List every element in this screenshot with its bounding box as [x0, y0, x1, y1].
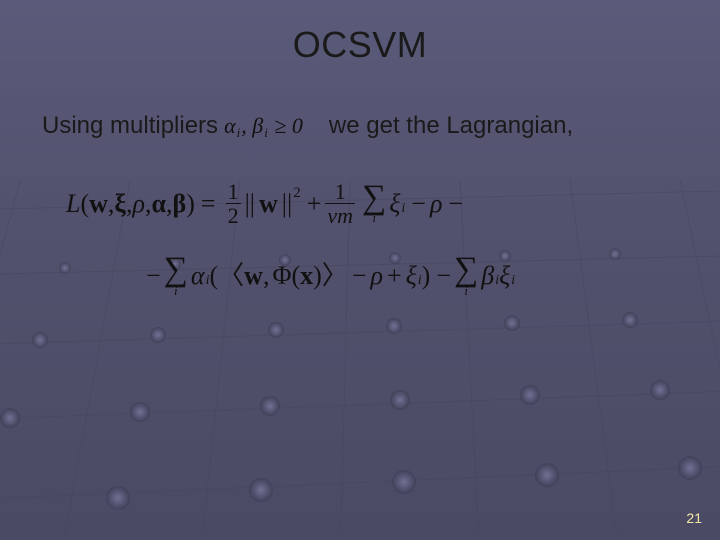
alpha-2: α: [191, 263, 205, 289]
lagrangian-equation: L ( w , ξ , ρ , α , β ) = 1 2 || w || 2: [66, 180, 666, 297]
norm-open: ||: [245, 191, 255, 217]
multipliers-expression: αi, βi ≥ 0: [224, 113, 303, 139]
Phi: Φ: [272, 263, 291, 289]
angle-close: 〉: [322, 263, 348, 289]
body-suffix: we get the Lagrangian,: [329, 112, 573, 140]
body-text-line: Using multipliers αi, βi ≥ 0 we get the …: [42, 112, 682, 140]
half-fraction: 1 2: [226, 180, 241, 227]
sum-2: ∑ i: [164, 255, 188, 297]
sum-idx-1: i: [372, 211, 376, 224]
minus-rho: −: [411, 191, 426, 217]
norm-close: ||: [282, 191, 292, 217]
alpha-sub-2: i: [206, 274, 210, 288]
lhs-open: (: [80, 191, 89, 217]
minus-2: −: [352, 263, 367, 289]
beta-sub-2: i: [495, 274, 499, 288]
sigma-1: ∑: [362, 183, 386, 214]
separator: ,: [241, 113, 247, 139]
plus-1: +: [307, 191, 322, 217]
norm-w: w: [259, 191, 278, 217]
lhs-w: w: [89, 191, 108, 217]
vm-num: 1: [333, 180, 348, 203]
slide-title: OCSVM: [0, 24, 720, 66]
inner-comma: ,: [263, 263, 270, 289]
sigma-2: ∑: [164, 255, 188, 286]
alpha-symbol: α: [224, 113, 236, 139]
half-num: 1: [226, 180, 241, 203]
equation-row-2: − ∑ i α i ( 〈 w , Φ ( x ) 〉 − ρ + ξ i: [66, 255, 666, 297]
relation: ≥ 0: [274, 113, 303, 139]
xi-1: ξ: [389, 191, 400, 217]
sum-idx-3: i: [464, 284, 468, 297]
beta-2: β: [481, 263, 494, 289]
rho-1: ρ: [430, 191, 442, 217]
vm-den: vm: [325, 204, 355, 227]
xi-sub-2: i: [418, 274, 422, 288]
xi-sub-1: i: [401, 202, 405, 216]
lhs-alpha: α: [152, 191, 167, 217]
xi-sub-3: i: [511, 274, 515, 288]
phi-close: ): [313, 263, 322, 289]
phi-x: x: [300, 263, 313, 289]
xi-3: ξ: [499, 263, 510, 289]
inner-w: w: [244, 263, 263, 289]
beta-symbol: β: [252, 113, 263, 139]
eq-sign: =: [201, 191, 216, 217]
alpha-subscript: i: [237, 125, 241, 141]
vm-fraction: 1 vm: [325, 180, 355, 227]
half-den: 2: [226, 204, 241, 227]
trailing-minus: −: [448, 191, 463, 217]
leading-minus: −: [146, 263, 161, 289]
sum-1: ∑ i: [362, 183, 386, 225]
rho-2: ρ: [370, 263, 382, 289]
page-number: 21: [686, 510, 702, 526]
equation-row-1: L ( w , ξ , ρ , α , β ) = 1 2 || w || 2: [66, 180, 666, 227]
lhs-rho: ρ: [133, 191, 145, 217]
norm-sq: 2: [293, 186, 301, 201]
lhs-beta: β: [173, 191, 187, 217]
minus-3: −: [436, 263, 451, 289]
xi-2: ξ: [406, 263, 417, 289]
body-prefix: Using multipliers: [42, 112, 218, 140]
sum-3: ∑ i: [454, 255, 478, 297]
lhs-xi: ξ: [114, 191, 126, 217]
sigma-3: ∑: [454, 255, 478, 286]
paren-close: ): [422, 263, 431, 289]
paren-open: (: [209, 263, 218, 289]
lhs-L: L: [66, 191, 80, 217]
beta-subscript: i: [264, 125, 268, 141]
lhs-close: ): [186, 191, 195, 217]
phi-open: (: [291, 263, 300, 289]
sum-idx-2: i: [174, 284, 178, 297]
angle-open: 〈: [218, 263, 244, 289]
slide: OCSVM Using multipliers αi, βi ≥ 0 we ge…: [0, 0, 720, 540]
plus-2: +: [387, 263, 402, 289]
